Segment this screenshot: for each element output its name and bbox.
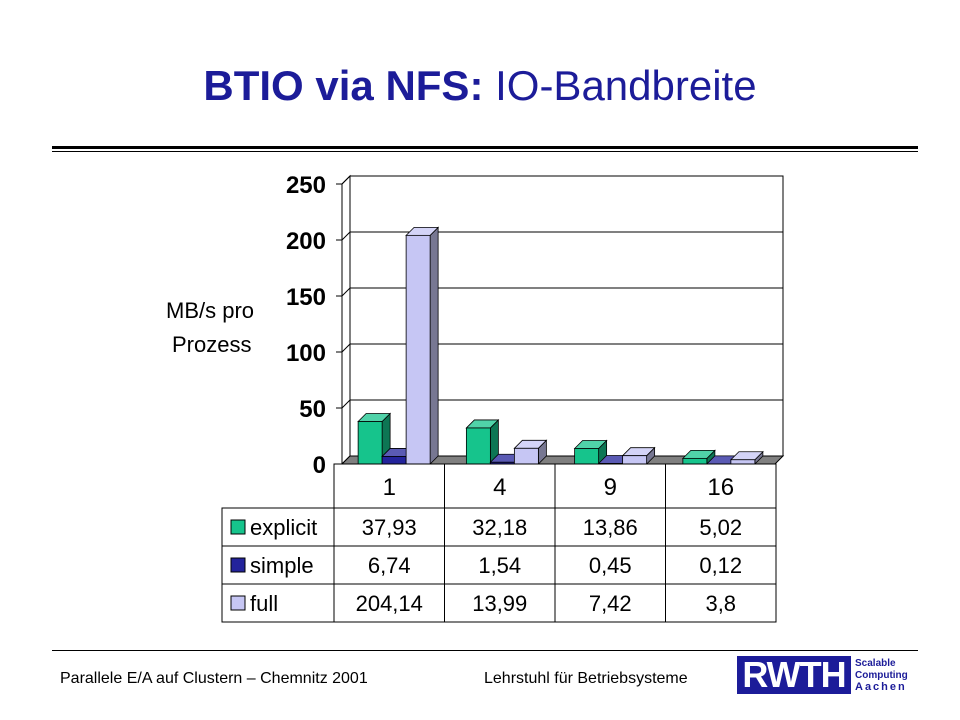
bar-explicit bbox=[465, 427, 491, 465]
data-label-full: 13,99 bbox=[472, 591, 527, 616]
logo-wordmark: RWTH bbox=[737, 656, 851, 694]
bar-side-full bbox=[429, 226, 439, 465]
title-normal-part: IO-Bandbreite bbox=[495, 62, 757, 109]
data-label-simple: 1,54 bbox=[478, 553, 521, 578]
footer-right-text: Lehrstuhl für Betriebsysteme bbox=[484, 670, 688, 687]
title-bold-part: BTIO via NFS: bbox=[203, 62, 484, 109]
data-label-explicit: 13,86 bbox=[583, 515, 638, 540]
gridline-side bbox=[341, 175, 351, 185]
data-label-simple: 6,74 bbox=[368, 553, 411, 578]
y-tick-label: 0 bbox=[313, 452, 326, 479]
data-label-full: 3,8 bbox=[705, 591, 736, 616]
logo-line-3: Aachen bbox=[855, 681, 907, 693]
y-tick-label: 100 bbox=[286, 340, 326, 367]
gridline-side bbox=[341, 343, 351, 353]
footer-rule bbox=[52, 650, 918, 651]
legend-label-explicit: explicit bbox=[250, 515, 317, 540]
logo-line-2: Computing bbox=[855, 670, 908, 681]
y-axis-label: MB/s pro bbox=[166, 298, 254, 323]
bar-full bbox=[405, 234, 431, 465]
data-label-explicit: 32,18 bbox=[472, 515, 527, 540]
y-tick-label: 200 bbox=[286, 228, 326, 255]
slide-title: BTIO via NFS: IO-Bandbreite bbox=[0, 56, 960, 116]
y-tick-label: 150 bbox=[286, 284, 326, 311]
bar-explicit bbox=[357, 421, 383, 465]
bar-full bbox=[622, 455, 648, 465]
y-tick-label: 250 bbox=[286, 172, 326, 199]
title-rule-thick bbox=[52, 146, 918, 149]
plot-side-wall bbox=[341, 174, 351, 466]
data-label-explicit: 37,93 bbox=[362, 515, 417, 540]
table-category-label: 1 bbox=[383, 474, 396, 501]
footer-left-text: Parallele E/A auf Clustern – Chemnitz 20… bbox=[60, 670, 368, 687]
data-label-explicit: 5,02 bbox=[699, 515, 742, 540]
gridline-side bbox=[341, 231, 351, 241]
legend-swatch-explicit bbox=[230, 519, 246, 535]
data-label-simple: 0,12 bbox=[699, 553, 742, 578]
y-axis-label: Prozess bbox=[172, 332, 251, 357]
legend-swatch-full bbox=[230, 595, 246, 611]
table-category-label: 16 bbox=[707, 474, 734, 501]
bar-full bbox=[730, 459, 756, 465]
table-category-label: 9 bbox=[604, 474, 617, 501]
gridline-side bbox=[341, 287, 351, 297]
legend-label-full: full bbox=[250, 591, 278, 616]
bar-explicit bbox=[574, 448, 600, 465]
table-category-label: 4 bbox=[493, 474, 506, 501]
gridline-side bbox=[341, 399, 351, 409]
rwth-logo: RWTH Scalable Computing Aachen bbox=[737, 656, 917, 694]
bar-full bbox=[513, 447, 539, 465]
logo-line-1: Scalable bbox=[855, 658, 896, 669]
bar-simple bbox=[381, 456, 407, 465]
legend-label-simple: simple bbox=[250, 553, 314, 578]
title-rule-thin bbox=[52, 151, 918, 152]
data-label-full: 7,42 bbox=[589, 591, 632, 616]
data-label-full: 204,14 bbox=[356, 591, 423, 616]
data-label-simple: 0,45 bbox=[589, 553, 632, 578]
legend-swatch-simple bbox=[230, 557, 246, 573]
bar-explicit bbox=[682, 457, 708, 465]
y-tick-label: 50 bbox=[299, 396, 326, 423]
